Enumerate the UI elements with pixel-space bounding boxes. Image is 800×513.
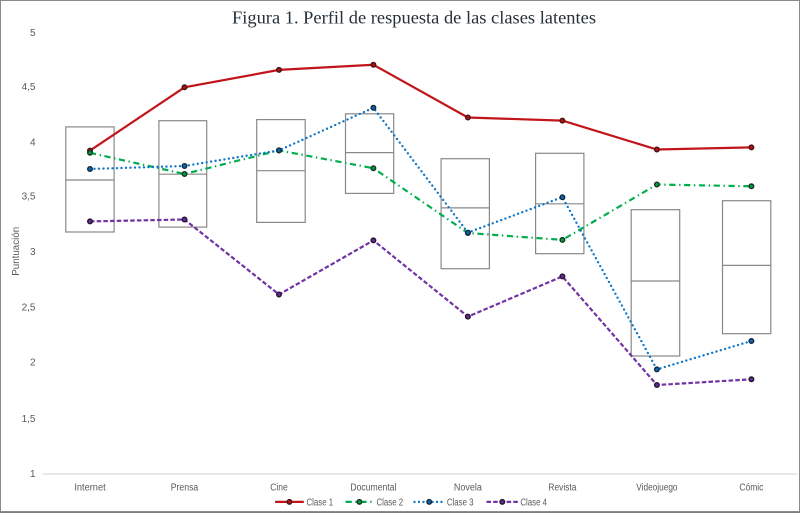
svg-text:Internet: Internet xyxy=(74,482,105,493)
svg-text:Clase 4: Clase 4 xyxy=(520,498,547,509)
svg-text:Clase 2: Clase 2 xyxy=(377,498,404,509)
svg-text:3,5: 3,5 xyxy=(22,192,36,203)
svg-text:5: 5 xyxy=(30,28,36,39)
svg-text:1: 1 xyxy=(30,469,36,480)
svg-text:1,5: 1,5 xyxy=(22,414,36,425)
svg-text:3: 3 xyxy=(30,247,36,258)
svg-text:Puntuación: Puntuación xyxy=(11,227,22,276)
svg-text:Cómic: Cómic xyxy=(739,482,763,493)
svg-text:4: 4 xyxy=(30,138,36,149)
svg-text:Prensa: Prensa xyxy=(171,482,199,493)
svg-text:Clase 1: Clase 1 xyxy=(307,498,334,509)
svg-text:Clase 3: Clase 3 xyxy=(447,498,474,509)
svg-text:Novela: Novela xyxy=(454,482,482,493)
svg-text:Videojuego: Videojuego xyxy=(636,482,678,493)
svg-text:Documental: Documental xyxy=(350,482,396,493)
svg-text:2: 2 xyxy=(30,358,36,369)
svg-text:4,5: 4,5 xyxy=(22,82,36,93)
svg-text:Cine: Cine xyxy=(270,482,288,493)
svg-text:2,5: 2,5 xyxy=(22,303,36,314)
svg-text:Figura 1. Perfil de respuesta: Figura 1. Perfil de respuesta de las cla… xyxy=(232,7,596,27)
svg-text:Revista: Revista xyxy=(548,482,576,493)
